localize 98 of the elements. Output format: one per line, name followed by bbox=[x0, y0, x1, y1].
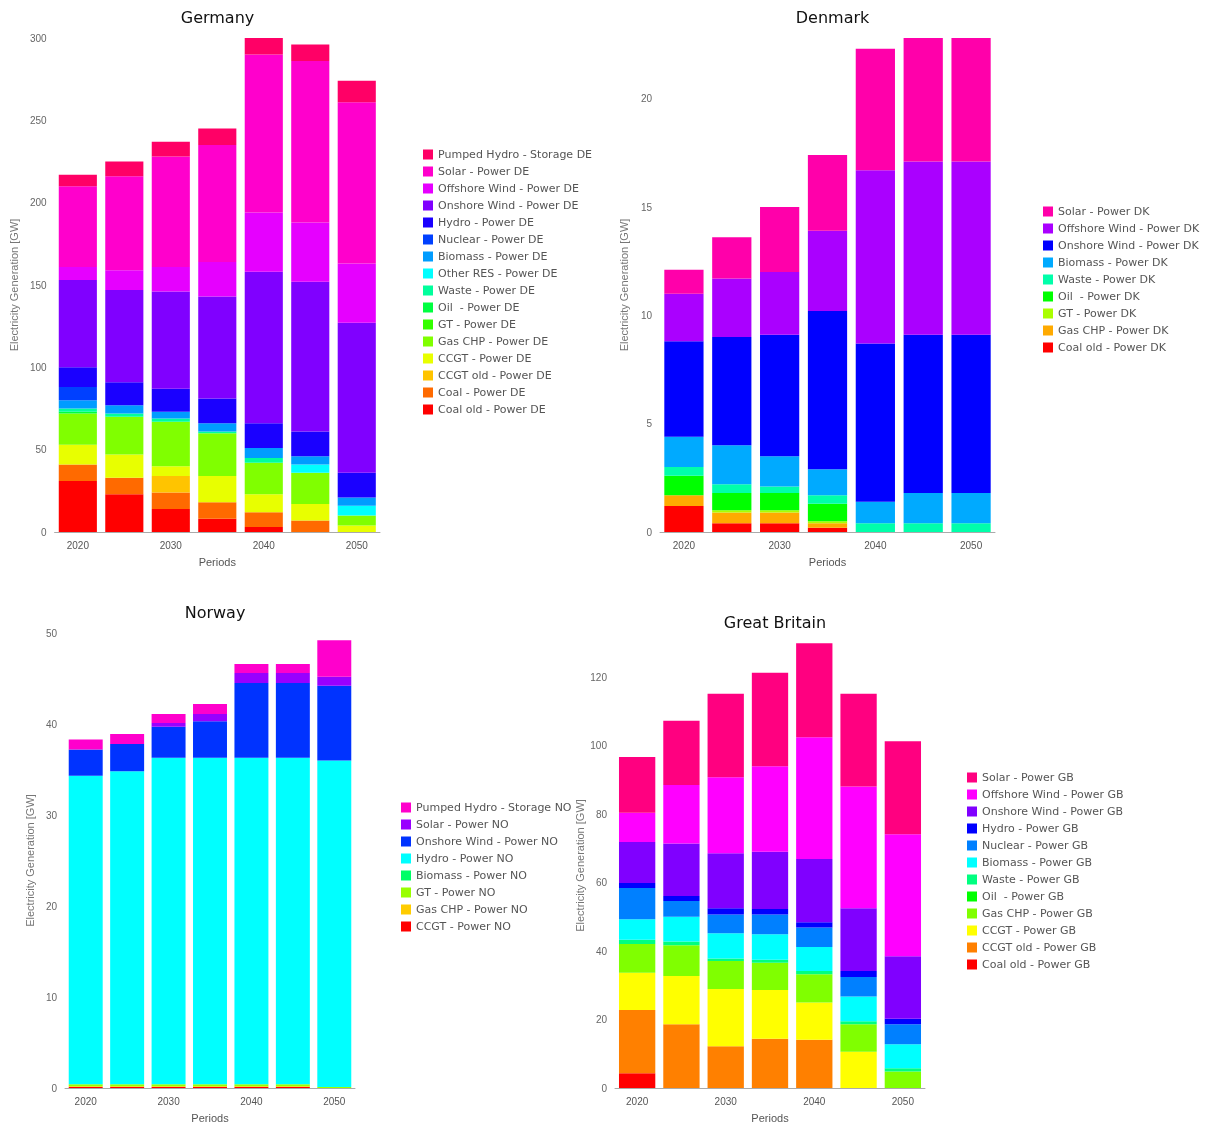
legend-label: Waste - Power DE bbox=[438, 284, 535, 297]
x-tick-label: 2040 bbox=[252, 539, 276, 551]
x-tick-label: 2020 bbox=[66, 539, 90, 551]
legend-label: Coal old - Power DE bbox=[438, 403, 546, 416]
y-tick-label: 60 bbox=[595, 877, 608, 889]
legend-label: GT - Power DK bbox=[1058, 307, 1138, 320]
chart-title: Norway bbox=[184, 602, 246, 622]
legend-label: Biomass - Power NO bbox=[416, 869, 528, 882]
y-axis-title: Electricity Generation [GW] bbox=[23, 794, 36, 927]
y-axis-title: Electricity Generation [GW] bbox=[573, 799, 586, 932]
legend-label: CCGT - Power GB bbox=[982, 924, 1076, 937]
y-tick-label: 0 bbox=[51, 1082, 58, 1094]
x-axis-title: Periods bbox=[191, 1111, 230, 1124]
legend-label: Gas CHP - Power GB bbox=[982, 907, 1093, 920]
x-tick-label: 2030 bbox=[157, 1095, 181, 1107]
y-tick-label: 50 bbox=[45, 627, 58, 639]
x-tick-label: 2030 bbox=[714, 1095, 738, 1107]
legend-label: Offshore Wind - Power DE bbox=[438, 182, 580, 195]
y-tick-label: 50 bbox=[35, 444, 48, 456]
legend-label: Offshore Wind - Power DK bbox=[1058, 222, 1201, 235]
legend-label: CCGT - Power NO bbox=[416, 920, 512, 933]
legend-label: Solar - Power DK bbox=[1058, 205, 1151, 218]
y-tick-label: 80 bbox=[595, 808, 608, 820]
legend-label: Coal old - Power GB bbox=[982, 958, 1091, 971]
x-tick-label: 2020 bbox=[74, 1095, 98, 1107]
legend-label: Solar - Power DE bbox=[438, 165, 530, 178]
y-tick-label: 40 bbox=[45, 718, 58, 730]
legend-label: GT - Power DE bbox=[438, 318, 517, 331]
y-axis-title: Electricity Generation [GW] bbox=[618, 218, 631, 352]
legend-label: Waste - Power GB bbox=[982, 873, 1080, 886]
legend-label: GT - Power NO bbox=[416, 886, 496, 899]
y-tick-label: 300 bbox=[29, 32, 48, 44]
y-tick-label: 20 bbox=[45, 900, 58, 912]
chart-title: Germany bbox=[180, 7, 255, 27]
x-tick-label: 2020 bbox=[626, 1095, 649, 1107]
chart-title: Denmark bbox=[795, 7, 870, 27]
y-tick-label: 20 bbox=[640, 93, 653, 105]
legend-label: Offshore Wind - Power GB bbox=[982, 788, 1124, 801]
legend-label: Solar - Power NO bbox=[416, 818, 509, 831]
y-tick-label: 10 bbox=[640, 309, 653, 321]
legend-label: Coal old - Power DK bbox=[1058, 341, 1167, 354]
x-tick-label: 2050 bbox=[345, 539, 369, 551]
y-tick-label: 5 bbox=[646, 418, 653, 430]
legend-label: Solar - Power GB bbox=[982, 771, 1074, 784]
y-tick-label: 100 bbox=[590, 740, 608, 752]
legend-label: Biomass - Power DE bbox=[438, 250, 548, 263]
legend-label: Onshore Wind - Power GB bbox=[982, 805, 1124, 818]
legend-label: Biomass - Power GB bbox=[982, 856, 1093, 869]
y-tick-label: 20 bbox=[595, 1014, 608, 1026]
x-tick-label: 2020 bbox=[672, 539, 696, 551]
x-axis-title: Periods bbox=[198, 555, 237, 568]
legend-label: CCGT old - Power GB bbox=[982, 941, 1097, 954]
y-tick-label: 200 bbox=[29, 197, 48, 209]
x-tick-label: 2040 bbox=[803, 1095, 826, 1107]
chart-title: Great Britain bbox=[723, 612, 827, 632]
y-tick-label: 0 bbox=[601, 1082, 608, 1094]
legend-label: Biomass - Power DK bbox=[1058, 256, 1169, 269]
x-tick-label: 2050 bbox=[323, 1095, 346, 1107]
y-tick-label: 0 bbox=[41, 526, 48, 538]
y-axis-title: Electricity Generation [GW] bbox=[7, 218, 20, 352]
legend-label: Hydro - Power GB bbox=[982, 822, 1079, 835]
legend-label: Hydro - Power DE bbox=[438, 216, 534, 229]
legend-label: Nuclear - Power GB bbox=[982, 839, 1089, 852]
legend-label: Oil - Power DK bbox=[1058, 290, 1141, 303]
legend-label: Gas CHP - Power DK bbox=[1058, 324, 1170, 337]
y-tick-label: 150 bbox=[29, 279, 48, 291]
legend-label: Oil - Power GB bbox=[982, 890, 1065, 903]
legend-label: CCGT old - Power DE bbox=[438, 369, 552, 382]
x-tick-label: 2040 bbox=[864, 539, 887, 551]
y-tick-label: 30 bbox=[45, 809, 58, 821]
legend-label: Waste - Power DK bbox=[1058, 273, 1156, 286]
x-tick-label: 2050 bbox=[959, 539, 983, 551]
y-tick-label: 0 bbox=[646, 526, 653, 538]
y-tick-label: 120 bbox=[590, 671, 608, 683]
legend-label: CCGT - Power DE bbox=[438, 352, 532, 365]
x-tick-label: 2030 bbox=[159, 539, 183, 551]
legend-label: Onshore Wind - Power NO bbox=[416, 835, 559, 848]
legend-label: Other RES - Power DE bbox=[438, 267, 558, 280]
x-axis-title: Periods bbox=[751, 1111, 790, 1124]
legend-label: Oil - Power DE bbox=[438, 301, 520, 314]
x-axis-title: Periods bbox=[808, 555, 847, 568]
y-tick-label: 40 bbox=[595, 945, 608, 957]
legend-label: Nuclear - Power DE bbox=[438, 233, 544, 246]
legend-label: Pumped Hydro - Storage DE bbox=[438, 148, 593, 161]
x-tick-label: 2050 bbox=[891, 1095, 915, 1107]
x-tick-label: 2040 bbox=[240, 1095, 263, 1107]
legend-label: Coal - Power DE bbox=[438, 386, 526, 399]
y-tick-label: 10 bbox=[45, 991, 58, 1003]
legend-label: Onshore Wind - Power DK bbox=[1058, 239, 1200, 252]
legend-label: Onshore Wind - Power DE bbox=[438, 199, 579, 212]
y-tick-label: 100 bbox=[29, 361, 48, 373]
legend-label: Pumped Hydro - Storage NO bbox=[416, 801, 572, 814]
x-tick-label: 2030 bbox=[768, 539, 792, 551]
legend-label: Gas CHP - Power NO bbox=[416, 903, 529, 916]
legend-label: Gas CHP - Power DE bbox=[438, 335, 549, 348]
legend-label: Hydro - Power NO bbox=[416, 852, 514, 865]
y-tick-label: 250 bbox=[29, 114, 48, 126]
y-tick-label: 15 bbox=[640, 201, 653, 213]
